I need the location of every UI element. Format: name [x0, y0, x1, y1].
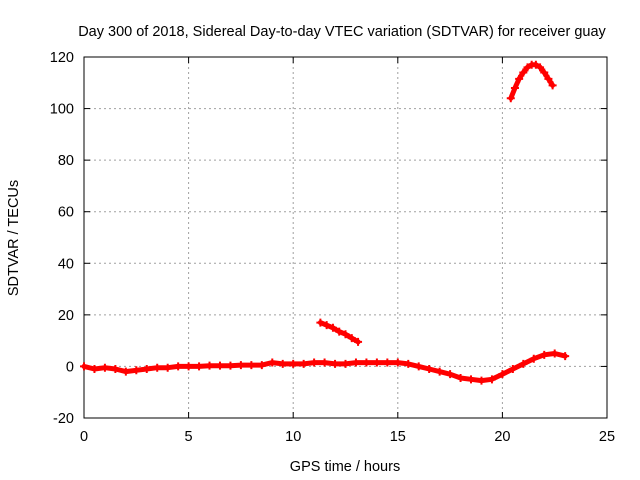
data-point — [519, 68, 528, 77]
chart-title: Day 300 of 2018, Sidereal Day-to-day VTE… — [78, 24, 606, 40]
data-point — [184, 362, 193, 371]
data-point — [487, 375, 496, 384]
x-axis-label: GPS time / hours — [290, 459, 400, 475]
data-point — [132, 366, 141, 375]
data-point — [506, 94, 515, 103]
ticks: 0 5 10 15 20 25 -20 0 20 40 60 80 100 120 — [50, 50, 615, 445]
series-segment-21h — [506, 60, 557, 103]
data-point — [215, 361, 224, 370]
data-point — [393, 358, 402, 367]
data-point — [561, 352, 570, 361]
data-point — [174, 362, 183, 371]
y-tick-label: 60 — [58, 205, 74, 221]
data-point — [477, 376, 486, 385]
data-point — [435, 367, 444, 376]
data-point — [341, 359, 350, 368]
data-point — [383, 358, 392, 367]
data-point — [310, 358, 319, 367]
data-point — [153, 363, 162, 372]
y-tick-label: 0 — [66, 359, 74, 375]
data-point — [195, 362, 204, 371]
data-point — [316, 318, 325, 327]
y-axis-label: SDTVAR / TECUs — [6, 180, 22, 296]
data-point — [268, 358, 277, 367]
data-point — [540, 68, 549, 77]
y-tick-label: 40 — [58, 256, 74, 272]
data-point — [456, 374, 465, 383]
axes — [83, 56, 608, 419]
data-point — [121, 367, 130, 376]
data-point — [299, 359, 308, 368]
data-point — [351, 358, 360, 367]
x-tick-label: 20 — [494, 429, 510, 445]
data-point — [536, 63, 545, 72]
data-point — [341, 330, 350, 339]
data-point — [529, 354, 538, 363]
data-point — [540, 350, 549, 359]
data-point — [354, 337, 363, 346]
data-point — [414, 362, 423, 371]
series-trace — [508, 62, 556, 101]
data-point — [550, 349, 559, 358]
data-point — [322, 321, 331, 330]
y-tick-label: 20 — [58, 308, 74, 324]
data-point — [372, 358, 381, 367]
data-point — [347, 334, 356, 343]
y-tick-label: -20 — [53, 411, 74, 427]
data-point — [163, 363, 172, 372]
data-point — [519, 359, 528, 368]
data-points — [80, 60, 570, 385]
data-point — [467, 375, 476, 384]
data-point — [205, 361, 214, 370]
data-point — [320, 358, 329, 367]
plot-frame — [83, 56, 608, 419]
data-point — [111, 365, 120, 374]
y-tick-label: 100 — [50, 102, 74, 118]
data-point — [508, 365, 517, 374]
series-segment-12h — [316, 318, 363, 346]
data-point — [515, 74, 524, 83]
data-point — [404, 359, 413, 368]
data-point — [289, 359, 298, 368]
x-tick-label: 15 — [390, 429, 406, 445]
data-point — [80, 362, 88, 371]
data-point — [548, 81, 557, 90]
x-tick-label: 25 — [599, 429, 615, 445]
data-point — [236, 361, 245, 370]
y-tick-label: 120 — [50, 50, 74, 66]
x-tick-label: 0 — [80, 429, 88, 445]
data-point — [226, 361, 235, 370]
data-point — [425, 365, 434, 374]
data-point — [498, 370, 507, 379]
data-point — [331, 359, 340, 368]
data-point — [142, 365, 151, 374]
x-tick-label: 10 — [285, 429, 301, 445]
data-point — [510, 83, 519, 92]
data-point — [544, 74, 553, 83]
data-point — [100, 363, 109, 372]
series-baseline — [80, 349, 570, 385]
x-tick-label: 5 — [185, 429, 193, 445]
data-point — [328, 323, 337, 332]
data-point — [446, 370, 455, 379]
data-point — [257, 361, 266, 370]
data-point — [523, 63, 532, 72]
data-point — [531, 60, 540, 69]
data-point — [247, 361, 256, 370]
data-point — [362, 358, 371, 367]
y-tick-label: 80 — [58, 153, 74, 169]
data-point — [90, 365, 99, 374]
data-point — [335, 327, 344, 336]
data-point — [278, 359, 287, 368]
